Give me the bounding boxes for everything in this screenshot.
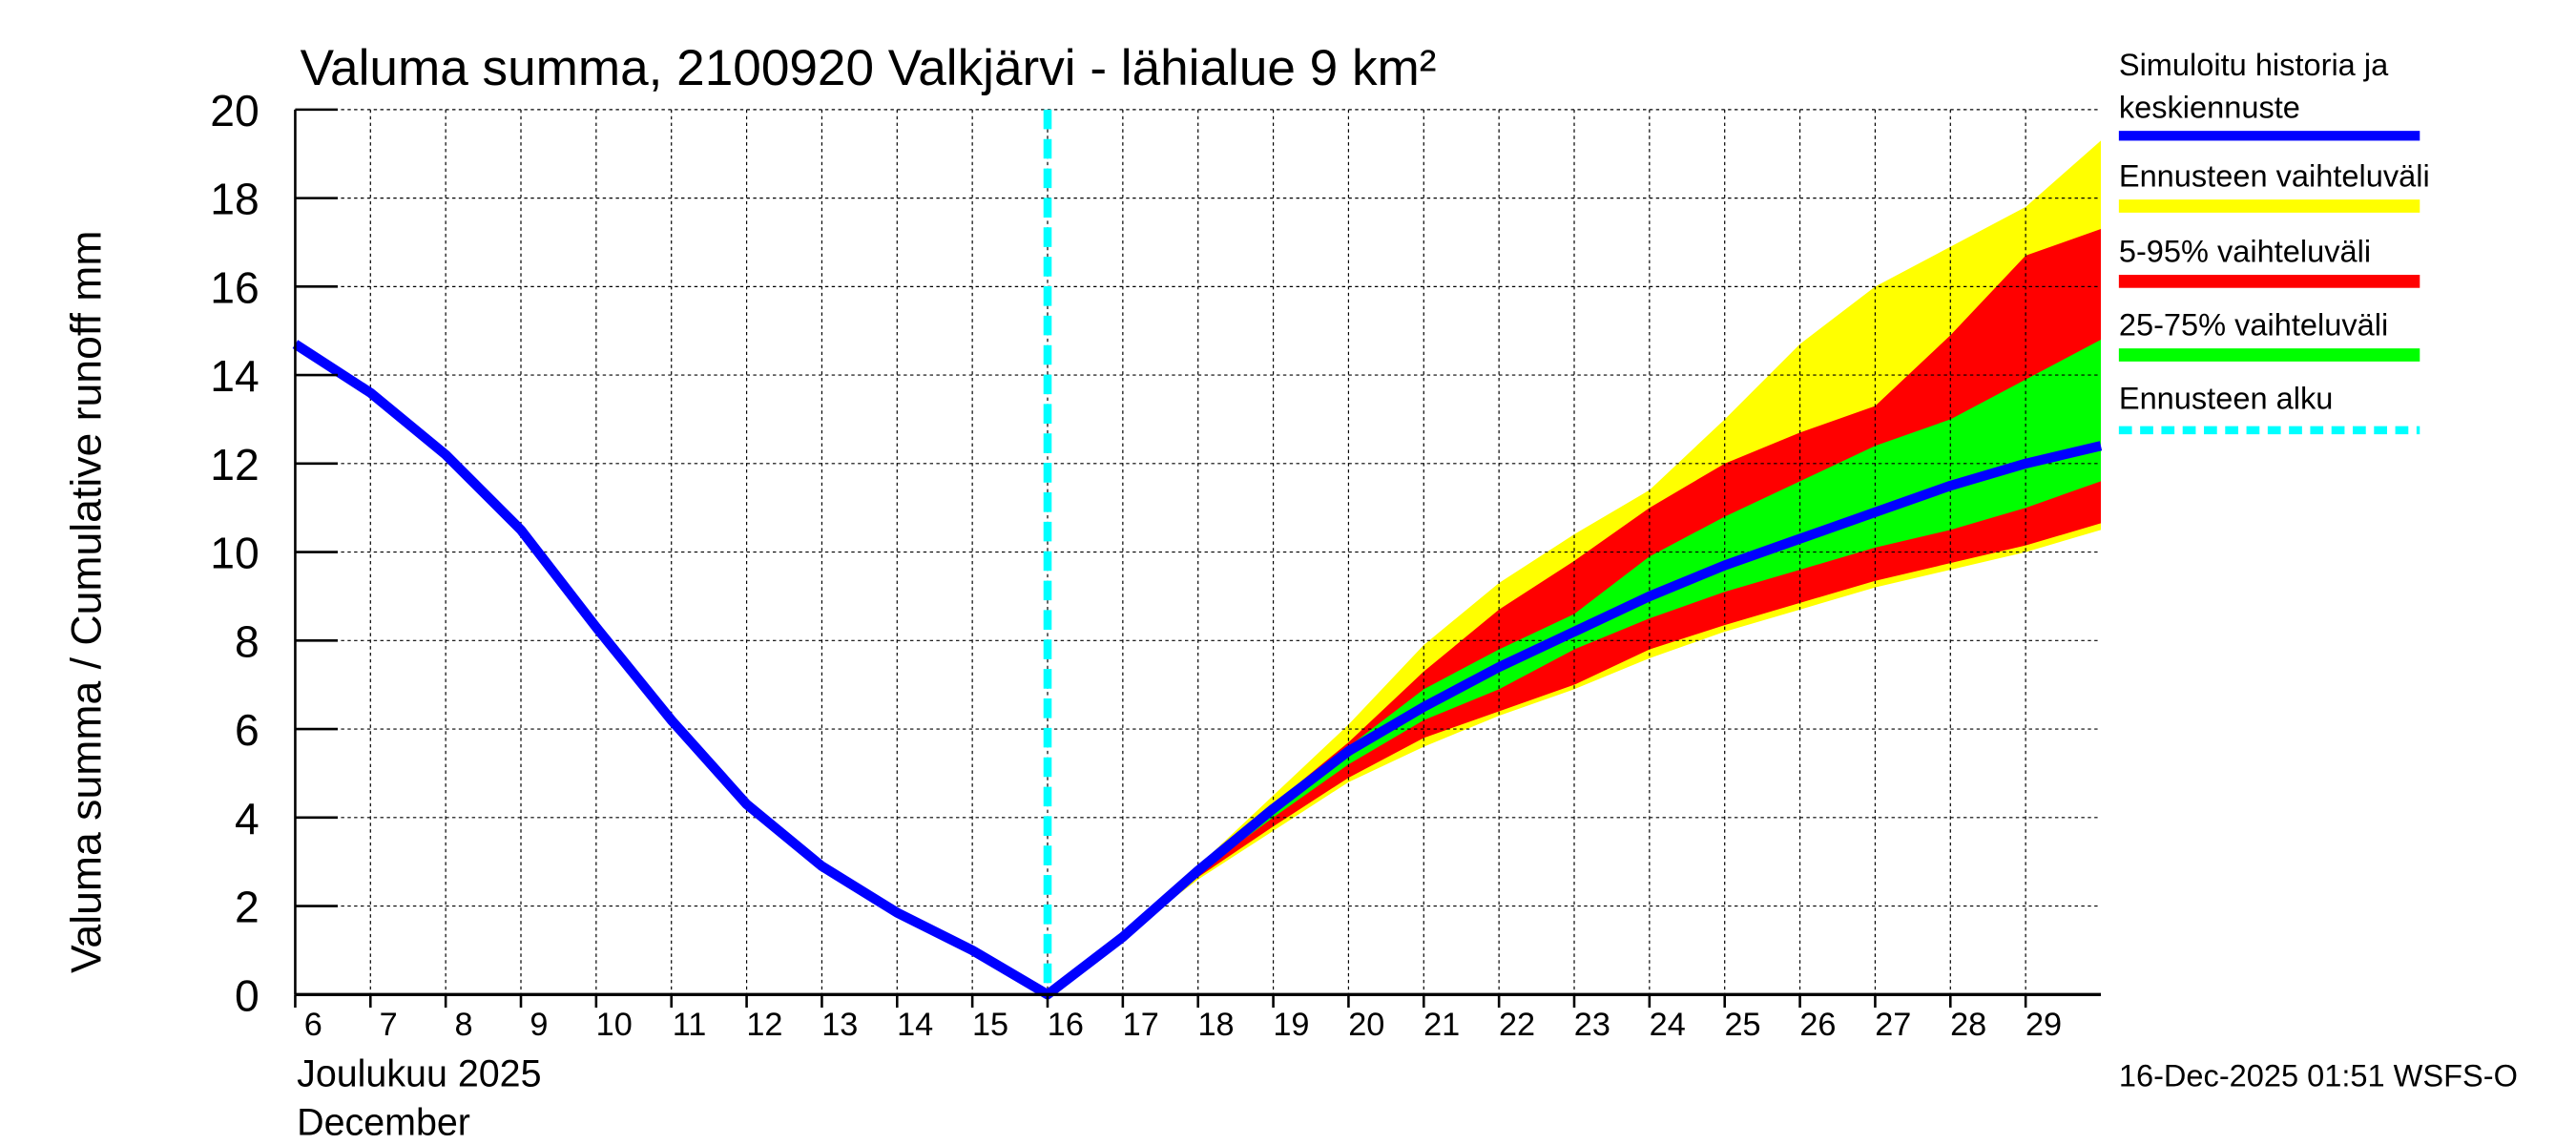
x-axis-label-month: Joulukuu 2025 bbox=[297, 1052, 541, 1094]
lines bbox=[292, 109, 2103, 1000]
x-tick-label: 24 bbox=[1650, 1007, 1686, 1043]
axes bbox=[294, 108, 2101, 1008]
legend-swatch-5-95 bbox=[2118, 275, 2420, 288]
x-tick-label: 16 bbox=[1048, 1007, 1084, 1043]
x-tick-label: 11 bbox=[673, 1007, 707, 1043]
legend-label-history: Simuloitu historia ja bbox=[2119, 48, 2389, 82]
x-tick-label: 25 bbox=[1725, 1007, 1761, 1043]
y-tick-label: 14 bbox=[210, 351, 259, 401]
x-tick-label: 18 bbox=[1198, 1007, 1235, 1043]
legend: Simuloitu historia ja keskiennuste Ennus… bbox=[2118, 48, 2430, 435]
x-tick-label: 14 bbox=[897, 1007, 933, 1043]
y-tick-label: 6 bbox=[235, 705, 260, 755]
legend-label-history-2: keskiennuste bbox=[2119, 90, 2300, 124]
x-tick-label: 28 bbox=[1950, 1007, 1986, 1043]
y-tick-label: 4 bbox=[235, 794, 260, 843]
y-tick-label: 2 bbox=[235, 883, 260, 932]
y-axis-label: Valuma summa / Cumulative runoff mm bbox=[63, 231, 110, 973]
history-forecast-line bbox=[292, 340, 2103, 1000]
x-tick-label: 19 bbox=[1273, 1007, 1309, 1043]
y-tick-label: 0 bbox=[235, 970, 260, 1020]
x-tick-label: 29 bbox=[2025, 1007, 2062, 1043]
x-tick-label: 17 bbox=[1123, 1007, 1159, 1043]
band-25-75-vaihteluv-li bbox=[1122, 339, 2101, 938]
legend-swatch-history bbox=[2118, 131, 2420, 141]
legend-label-5-95: 5-95% vaihteluväli bbox=[2119, 234, 2371, 268]
x-tick-label: 26 bbox=[1799, 1007, 1836, 1043]
legend-label-25-75: 25-75% vaihteluväli bbox=[2119, 307, 2388, 342]
y-tick-label: 10 bbox=[210, 529, 259, 578]
x-tick-label: 21 bbox=[1423, 1007, 1460, 1043]
y-tick-label: 8 bbox=[235, 616, 260, 666]
legend-label-start: Ennusteen alku bbox=[2119, 382, 2334, 416]
band-5-95-vaihteluv-li bbox=[1122, 229, 2101, 938]
x-tick-label: 13 bbox=[821, 1007, 858, 1043]
y-tick-label: 20 bbox=[210, 86, 259, 135]
x-tick-label: 12 bbox=[746, 1007, 782, 1043]
y-tick-label: 12 bbox=[210, 440, 259, 489]
chart-title: Valuma summa, 2100920 Valkjärvi - lähial… bbox=[301, 40, 1437, 96]
legend-swatch-25-75 bbox=[2118, 348, 2420, 362]
x-tick-label: 20 bbox=[1348, 1007, 1384, 1043]
legend-label-range: Ennusteen vaihteluväli bbox=[2119, 158, 2430, 193]
x-tick-label: 7 bbox=[380, 1007, 398, 1043]
x-tick-label: 8 bbox=[454, 1007, 472, 1043]
x-tick-label: 23 bbox=[1574, 1007, 1610, 1043]
footer-timestamp: 16-Dec-2025 01:51 WSFS-O bbox=[2119, 1058, 2518, 1093]
y-tick-label: 18 bbox=[210, 175, 259, 224]
x-tick-label: 6 bbox=[304, 1007, 322, 1043]
x-tick-label: 9 bbox=[530, 1007, 548, 1043]
x-tick-label: 22 bbox=[1499, 1007, 1535, 1043]
legend-swatch-range bbox=[2118, 199, 2420, 213]
x-tick-label: 10 bbox=[596, 1007, 633, 1043]
y-tick-label: 16 bbox=[210, 262, 259, 312]
x-tick-label: 15 bbox=[972, 1007, 1008, 1043]
x-axis-label-month-en: December bbox=[297, 1102, 470, 1144]
x-tick-label: 27 bbox=[1875, 1007, 1911, 1043]
